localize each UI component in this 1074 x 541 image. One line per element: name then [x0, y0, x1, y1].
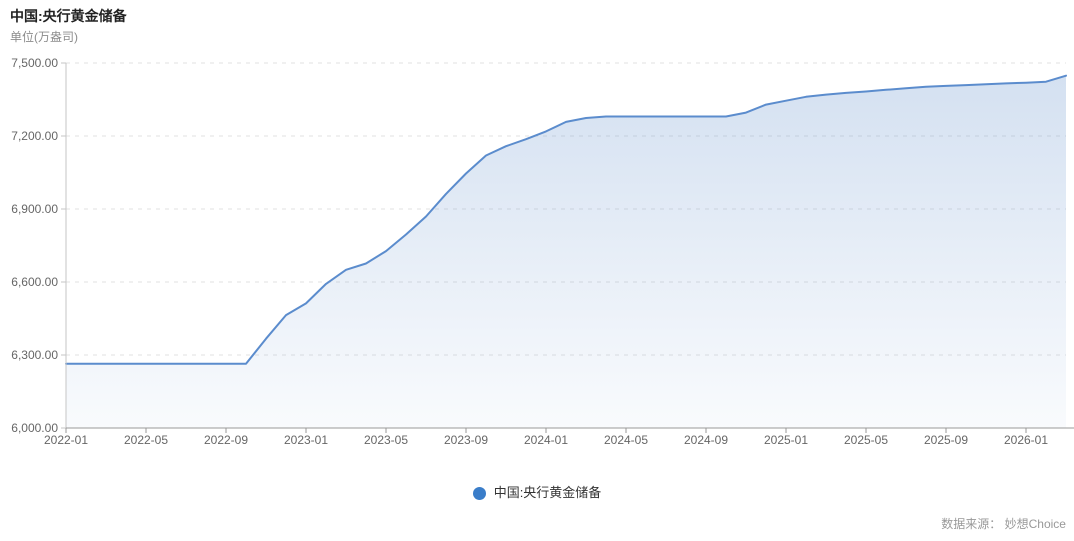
legend-item-gold-reserves[interactable]: 中国:央行黄金储备	[472, 485, 602, 501]
svg-text:2024-01: 2024-01	[524, 433, 568, 447]
chart-title: 中国:央行黄金储备	[10, 8, 127, 24]
svg-text:2026-01: 2026-01	[1004, 433, 1048, 447]
svg-text:2025-05: 2025-05	[844, 433, 888, 447]
svg-text:2024-09: 2024-09	[684, 433, 728, 447]
unit-label: 单位(万盎司)	[10, 30, 78, 44]
svg-text:2025-01: 2025-01	[764, 433, 808, 447]
svg-text:2023-01: 2023-01	[284, 433, 328, 447]
svg-text:7,200.00: 7,200.00	[11, 129, 58, 143]
data-source-note: 数据来源： 妙想Choice	[941, 517, 1066, 531]
svg-text:6,300.00: 6,300.00	[11, 348, 58, 362]
svg-text:2023-09: 2023-09	[444, 433, 488, 447]
svg-text:2025-09: 2025-09	[924, 433, 968, 447]
legend: 中国:央行黄金储备	[0, 482, 1074, 504]
svg-text:2022-01: 2022-01	[44, 433, 88, 447]
svg-text:2022-05: 2022-05	[124, 433, 168, 447]
legend-dot-icon	[472, 486, 486, 500]
svg-text:7,500.00: 7,500.00	[11, 56, 58, 70]
svg-text:6,600.00: 6,600.00	[11, 275, 58, 289]
svg-text:2023-05: 2023-05	[364, 433, 408, 447]
svg-text:6,000.00: 6,000.00	[11, 421, 58, 435]
svg-text:6,900.00: 6,900.00	[11, 202, 58, 216]
gold-reserves-area-chart[interactable]: 6,000.00 6,300.00 6,600.00 6,900.00 7,200.00…	[0, 0, 1074, 470]
legend-series-label: 中国:央行黄金储备	[493, 485, 602, 500]
svg-text:2022-09: 2022-09	[204, 433, 248, 447]
svg-text:2024-05: 2024-05	[604, 433, 648, 447]
